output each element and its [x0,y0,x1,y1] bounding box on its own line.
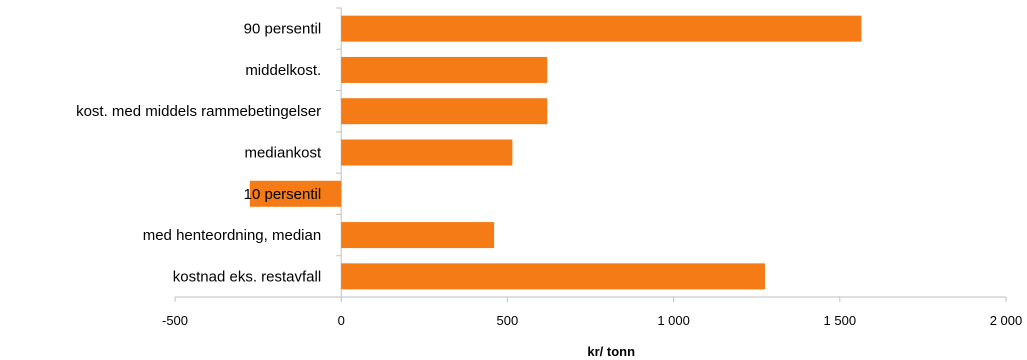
category-label: 90 persentil [244,21,322,38]
x-tick-label: 1 500 [824,313,857,328]
category-label: kostnad eks. restavfall [173,268,321,285]
category-label: middelkost. [245,62,321,79]
x-axis-title: kr/ tonn [587,344,635,359]
bar [341,222,495,249]
bar [341,15,862,42]
category-label: kost. med middels rammebetingelser [76,103,321,120]
x-tick-label: 2 000 [990,313,1023,328]
category-labels: 90 persentil middelkost. kost. med middels… [76,21,322,286]
x-ticks: -500 0 500 1 000 1 500 2 000 [162,297,1022,328]
bar [341,56,548,83]
x-tick-label: 1 000 [657,313,690,328]
bar [341,263,766,290]
bar [249,180,342,207]
category-label: mediankost [244,145,322,162]
category-label: 10 persentil [244,186,322,203]
bar [341,139,513,166]
category-label: med henteordning, median [143,227,321,244]
x-tick-label: -500 [162,313,188,328]
x-tick-label: 500 [497,313,519,328]
bars [249,15,862,290]
bar [341,98,548,125]
x-tick-label: 0 [338,313,345,328]
